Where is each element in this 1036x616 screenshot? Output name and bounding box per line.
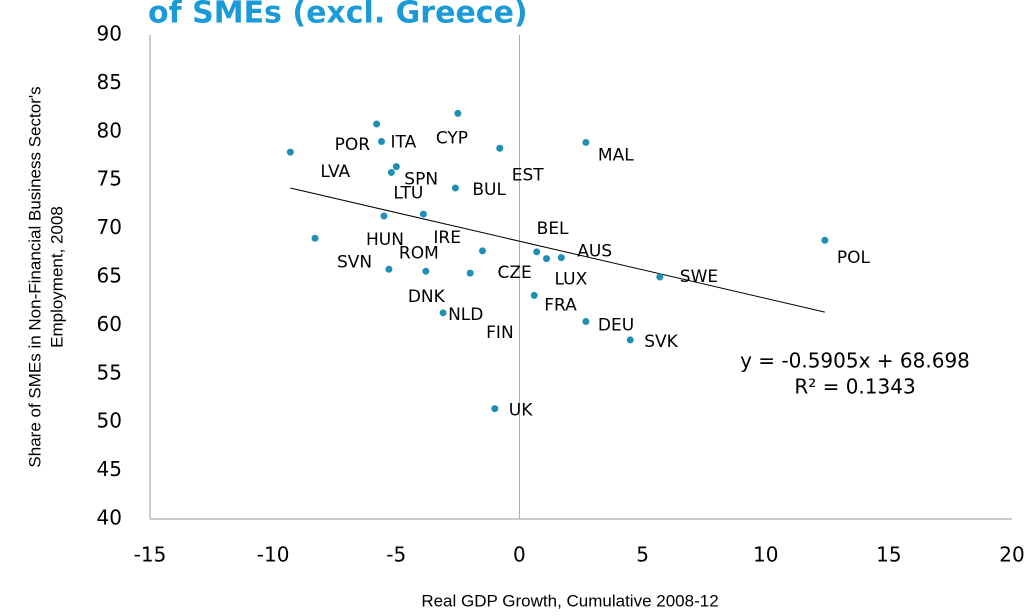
point-label: FRA [544,295,577,315]
x-tick-label: 15 [876,543,901,567]
point-label: UK [509,401,533,421]
point [626,336,634,344]
trend-line [290,187,825,313]
point [378,137,386,145]
y-tick-label: 65 [97,264,122,288]
y-tick-label: 60 [97,312,122,336]
point-label: ITA [391,132,417,152]
point-label: SWE [680,267,718,287]
point [530,291,538,299]
point [454,109,462,117]
point-label: SPN [404,170,438,190]
point-label: SVN [337,252,372,272]
point [439,309,447,317]
trend-equation: y = -0.5905x + 68.698 [740,349,970,373]
point [419,210,427,218]
point [491,405,499,413]
y-tick-label: 80 [97,118,122,142]
y-tick-label: 90 [97,22,122,46]
x-tick-label: 10 [753,543,778,567]
y-tick-label: 70 [97,215,122,239]
point [451,184,459,192]
point [582,138,590,146]
point [656,273,664,281]
point [496,144,504,152]
y-axis-title: Employment, 2008 [47,206,66,348]
point-label: CYP [436,128,468,148]
point [582,318,590,326]
point [385,265,393,273]
x-tick-label: -15 [134,543,167,567]
y-axis-title: Share of SMEs in Non-Financial Business … [25,86,44,467]
y-tick-label: 85 [97,70,122,94]
point-label: SVK [644,332,678,352]
point-label: LVA [320,162,350,182]
point [422,267,430,275]
point [380,212,388,220]
point-label: DEU [598,316,634,336]
point-label: POL [837,248,871,268]
point-label: BUL [472,180,506,200]
x-tick-label: -5 [386,543,406,567]
x-axis-title: Real GDP Growth, Cumulative 2008-12 [421,591,718,610]
point [373,120,381,128]
point-label: POR [335,135,371,155]
point-label: AUS [577,242,612,262]
point [543,255,551,263]
point [311,234,319,242]
point-label: EST [512,165,545,185]
point-label: BEL [537,219,569,239]
point [466,269,474,277]
x-tick-label: 5 [636,543,649,567]
point-label: LUX [555,270,588,290]
point-label: NLD [448,305,483,325]
point [821,236,829,244]
y-tick-label: 55 [97,360,122,384]
point-label: MAL [598,145,634,165]
point [557,254,565,262]
trend-r-squared: R² = 0.1343 [794,375,915,399]
chart-title: of SMEs (excl. Greece) [148,0,528,31]
point [392,163,400,171]
y-tick-label: 40 [97,506,122,530]
x-tick-label: 20 [999,543,1024,567]
x-tick-label: 0 [513,543,526,567]
point-label: LTU [393,183,423,203]
point [478,247,486,255]
y-tick-label: 75 [97,167,122,191]
point-label: DNK [408,287,446,307]
y-tick-label: 45 [97,457,122,481]
point-label: HUN [366,230,404,250]
y-tick-label: 50 [97,409,122,433]
x-tick-label: -10 [257,543,290,567]
point-label: FIN [486,323,514,343]
point-label: ROM [399,243,439,263]
point-label: IRE [433,228,461,248]
point [286,148,294,156]
point [387,168,395,176]
point [533,248,541,256]
point-label: CZE [497,263,531,283]
